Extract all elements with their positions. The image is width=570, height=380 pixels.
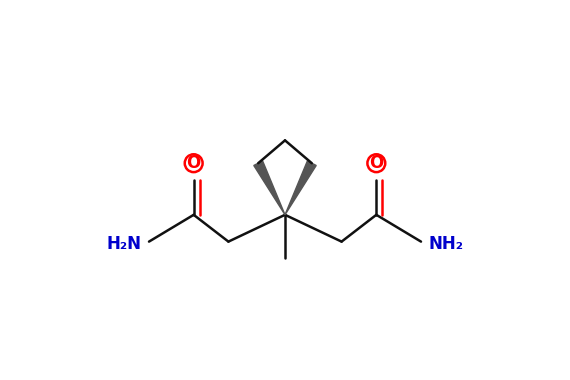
- Polygon shape: [254, 161, 285, 215]
- Text: NH₂: NH₂: [429, 234, 464, 253]
- Text: H₂N: H₂N: [106, 234, 141, 253]
- Text: O: O: [369, 154, 384, 172]
- Text: O: O: [186, 154, 201, 172]
- Polygon shape: [285, 161, 316, 215]
